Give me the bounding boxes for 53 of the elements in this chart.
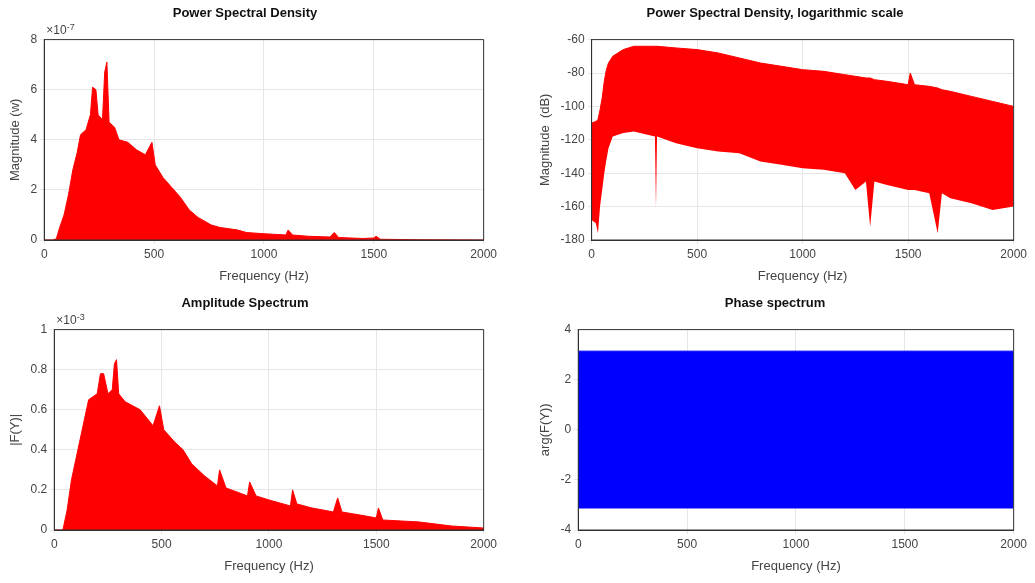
y-tick-label: -160 [560,198,585,213]
x-axis-title: Frequency (Hz) [757,267,848,283]
y-tick-label: 0.8 [30,361,48,376]
y-tick-label: 0 [30,232,38,247]
x-tick-label: 2000 [470,536,498,551]
y-axis-title: Magnitude (dB) [537,93,553,187]
y-tick-label: -4 [560,522,572,537]
y-tick-label: 6 [30,82,38,97]
y-tick-label: -100 [560,98,585,113]
y-tick-label: 4 [30,132,38,147]
y-tick-label: -180 [560,232,585,247]
x-tick-label: 1000 [789,246,817,261]
y-axis-title: Magnitude (w) [7,98,23,181]
y-tick-label: 0.2 [30,482,48,497]
x-tick-label: 2000 [1000,246,1028,261]
x-axis-title: Frequency (Hz) [751,557,841,573]
chart-title: Phase spectrum [724,295,826,311]
x-tick-label: 500 [144,246,165,261]
x-tick-label: 1000 [782,536,810,551]
y-tick-label: 0 [40,522,48,537]
y-tick-label: 1 [40,321,48,336]
x-tick-label: 1000 [250,246,278,261]
y-tick-label: 0.4 [30,442,48,457]
chart-title: Amplitude Spectrum [181,295,309,311]
y-tick-label: 8 [30,31,38,46]
x-tick-label: 2000 [470,246,498,261]
x-tick-label: 0 [50,536,58,551]
y-tick-label: -2 [560,472,572,487]
x-tick-label: 0 [588,246,596,261]
chart-title: Power Spectral Density, logarithmic scale [646,5,904,21]
x-tick-label: 500 [687,246,708,261]
y-tick-label: -60 [567,31,585,46]
y-tick-label: -80 [567,65,585,80]
y-tick-label: 0 [564,422,572,437]
x-tick-label: 1500 [360,246,388,261]
x-tick-label: 1500 [891,536,919,551]
x-tick-label: 1000 [255,536,283,551]
x-tick-label: 500 [151,536,172,551]
x-axis-title: Frequency (Hz) [219,267,309,283]
y-axis-title: |F(Y)| [7,413,23,446]
chart-title: Power Spectral Density [172,5,319,21]
x-tick-label: 1500 [362,536,390,551]
x-tick-label: 2000 [1000,536,1028,551]
y-tick-label: 2 [564,372,572,387]
x-axis-title: Frequency (Hz) [224,557,314,573]
y-tick-label: 4 [564,321,572,336]
x-tick-label: 500 [677,536,698,551]
y-tick-label: 0.6 [30,402,48,417]
y-axis-title: arg(F(Y)) [537,403,553,457]
x-tick-label: 1500 [894,246,922,261]
y-tick-label: -120 [560,132,585,147]
y-tick-label: 2 [30,182,38,197]
y-tick-label: -140 [560,165,585,180]
